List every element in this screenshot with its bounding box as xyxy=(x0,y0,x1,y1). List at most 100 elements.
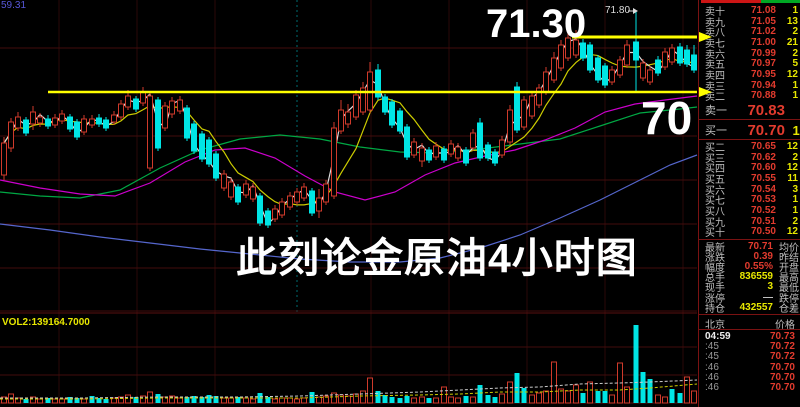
ask-row[interactable]: 卖三 70.94 1 xyxy=(699,80,800,93)
candlestick xyxy=(691,54,697,71)
ask-price: 71.02 xyxy=(750,26,776,38)
ask-row[interactable]: 卖十 71.08 1 xyxy=(699,5,800,18)
volume-bar xyxy=(477,385,483,403)
bid-row[interactable]: 买十 70.50 12 xyxy=(699,226,800,239)
bid-row[interactable]: 买七 70.53 1 xyxy=(699,194,800,207)
candlestick xyxy=(580,42,586,59)
ask-qty: 12 xyxy=(786,68,798,80)
volume-bar xyxy=(536,392,542,404)
candlestick xyxy=(536,87,542,106)
volume-bar xyxy=(463,396,469,403)
bid-label: 买三 xyxy=(705,153,725,165)
panel-divider xyxy=(699,314,800,315)
volume-bar xyxy=(235,397,241,403)
volume-bar xyxy=(74,398,80,403)
bid1-row[interactable]: 买一 70.70 12 xyxy=(699,121,800,139)
volume-bar xyxy=(353,393,359,404)
bid-row[interactable]: 买三 70.62 2 xyxy=(699,152,800,165)
volume-bar xyxy=(485,395,491,403)
info-row: 总手 836559 最高 xyxy=(699,271,800,285)
tick-list[interactable]: 04:59 70.73:45 70.72:45 70.72:46 70.70:46 70.… xyxy=(699,331,800,393)
bid1-price: 70.70 xyxy=(747,121,785,139)
candlestick xyxy=(470,132,476,149)
candlestick-chart-area[interactable] xyxy=(0,0,698,407)
volume-bar xyxy=(1,396,7,404)
ask-row[interactable]: 卖八 71.02 2 xyxy=(699,26,800,39)
tick-row: :46 70.70 xyxy=(699,371,800,383)
candlestick xyxy=(23,119,29,134)
ask-row[interactable]: 卖七 71.00 21 xyxy=(699,36,800,50)
tick-time: :46 xyxy=(705,382,719,394)
info-value: — xyxy=(763,291,773,303)
ask-row[interactable]: 卖二 70.88 1 xyxy=(699,90,800,103)
bid-row[interactable]: 买八 70.52 1 xyxy=(699,204,800,218)
ask-row[interactable]: 卖五 70.97 5 xyxy=(699,58,800,71)
candlestick xyxy=(294,191,300,203)
volume-bar xyxy=(206,395,212,403)
candlestick xyxy=(543,71,549,93)
tick-price: 70.73 xyxy=(769,330,795,342)
ask1-row[interactable]: 卖一 70.83 1 xyxy=(699,102,800,119)
volume-bar xyxy=(691,390,697,404)
tick-time: :46 xyxy=(705,371,719,383)
ask-price: 71.00 xyxy=(750,36,776,48)
candlestick xyxy=(89,118,95,126)
candlestick xyxy=(191,123,197,152)
volume-bar xyxy=(565,390,571,404)
bid-qty: 3 xyxy=(792,183,798,195)
bid-row[interactable]: 买五 70.55 11 xyxy=(699,172,800,186)
volume-bar xyxy=(433,397,439,404)
volume-bar xyxy=(184,397,190,403)
bid-qty: 11 xyxy=(787,172,798,184)
ask-label: 卖七 xyxy=(705,38,725,50)
volume-bar xyxy=(609,394,615,404)
ask-row[interactable]: 卖四 70.95 12 xyxy=(699,68,800,82)
candlestick xyxy=(177,99,183,112)
bid-qty: 2 xyxy=(792,215,798,227)
level-line-arrow-icon xyxy=(699,32,712,42)
volume-bar xyxy=(595,391,601,403)
bid-row[interactable]: 买九 70.51 2 xyxy=(699,215,800,229)
info-value: 3 xyxy=(767,281,773,293)
candlestick xyxy=(602,65,608,86)
watermark-title: 此刻论金原油4小时图 xyxy=(236,235,638,281)
panel-divider xyxy=(699,329,800,330)
candlestick xyxy=(235,186,241,203)
tick-time: :46 xyxy=(705,361,719,373)
info-row: 现手 3 最低 xyxy=(699,281,800,295)
tick-time-header: 北京 xyxy=(705,319,725,331)
volume-bar xyxy=(360,390,366,404)
candlestick xyxy=(551,57,557,81)
ask-qty: 1 xyxy=(792,90,798,102)
volume-bar xyxy=(169,395,175,404)
volume-bar xyxy=(684,376,690,404)
bid-row[interactable]: 买四 70.60 12 xyxy=(699,162,800,175)
volume-bar xyxy=(228,397,234,404)
bid-row[interactable]: 买二 70.65 12 xyxy=(699,140,800,154)
volume-bar xyxy=(397,398,403,403)
ask-qty: 13 xyxy=(786,15,798,27)
volume-bar xyxy=(411,397,417,404)
tick-row: :45 70.72 xyxy=(699,341,800,352)
tick-price: 70.72 xyxy=(769,351,795,363)
tick-row: :46 70.70 xyxy=(699,361,800,373)
candlestick xyxy=(624,44,630,66)
info-label: 现手 xyxy=(705,283,725,295)
candlestick xyxy=(1,142,7,176)
ratio-bar-red xyxy=(701,0,761,3)
bid-qty: 1 xyxy=(792,204,798,216)
volume-bar xyxy=(587,381,593,404)
ask-row[interactable]: 卖九 71.05 13 xyxy=(699,15,800,29)
candlestick xyxy=(529,95,535,117)
bid-price: 70.65 xyxy=(750,140,776,152)
ask-label: 卖十 xyxy=(705,6,725,18)
info-value: 0.39 xyxy=(753,250,773,262)
volume-bar xyxy=(59,398,65,404)
volume-bar xyxy=(662,396,668,404)
ask-row[interactable]: 卖六 70.99 2 xyxy=(699,48,800,61)
bid-row[interactable]: 买六 70.54 3 xyxy=(699,183,800,197)
tick-row: :45 70.72 xyxy=(699,351,800,363)
info-label: 总手 xyxy=(705,273,725,285)
info-row: 涨跌 0.39 昨结 xyxy=(699,250,800,264)
bid-qty: 12 xyxy=(786,226,798,238)
